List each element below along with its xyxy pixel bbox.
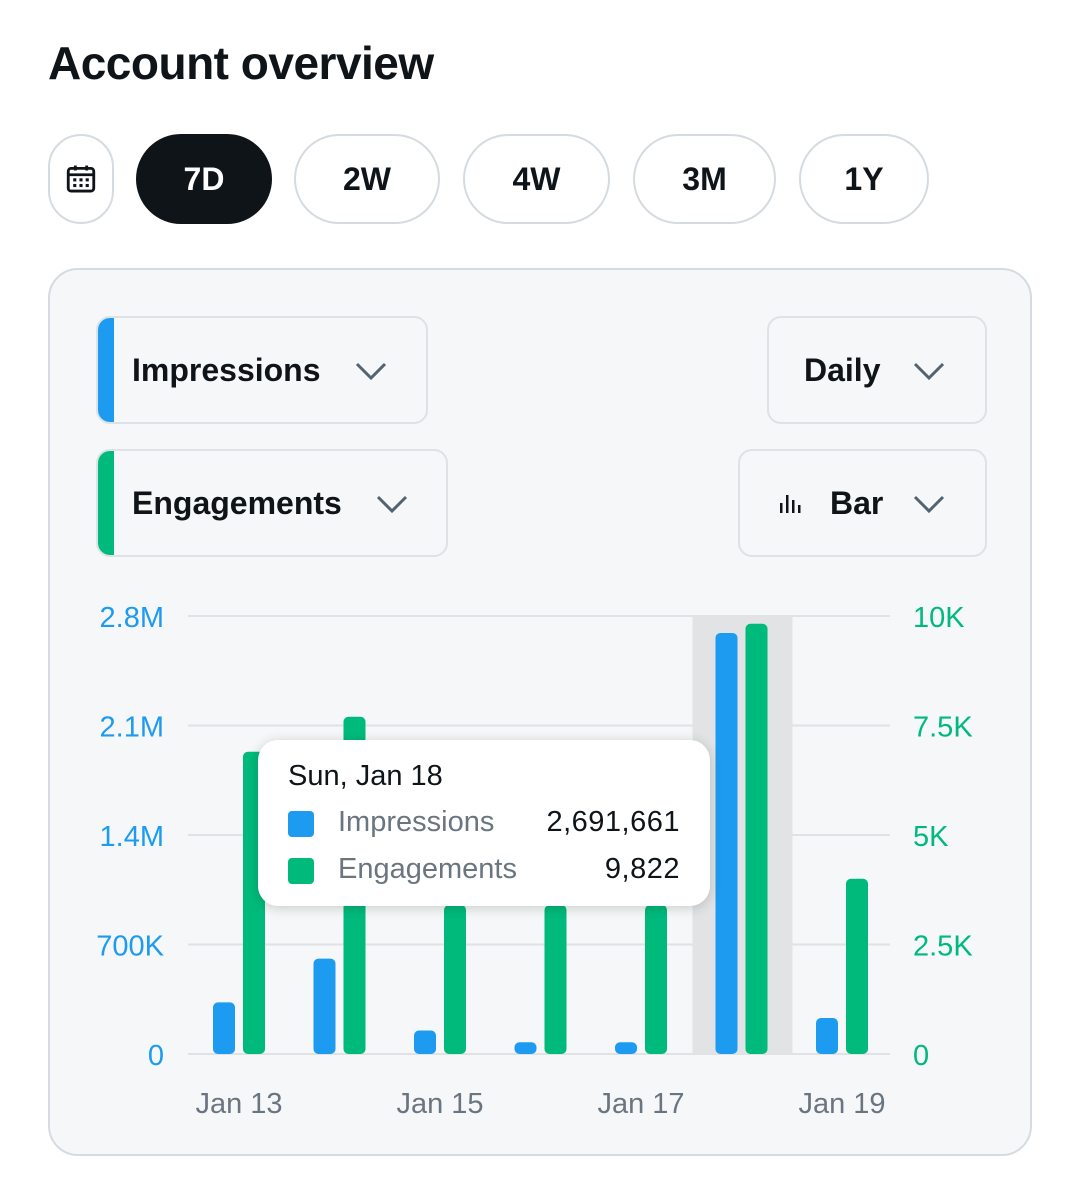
right-axis-tick-label: 10K xyxy=(913,602,965,634)
tooltip-date: Sun, Jan 18 xyxy=(288,760,443,792)
chevron-down-icon xyxy=(913,495,945,514)
right-axis-tick-label: 7.5K xyxy=(913,712,973,744)
range-7d-button[interactable]: 7D xyxy=(136,134,272,224)
impressions-bar xyxy=(514,1042,537,1054)
left-axis-tick-label: 2.1M xyxy=(100,712,164,744)
tooltip-impressions-value: 2,691,661 xyxy=(546,806,680,838)
impressions-bar xyxy=(313,958,336,1054)
chart-type-select[interactable]: Bar xyxy=(738,449,987,557)
impressions-bar xyxy=(414,1030,436,1054)
page-title: Account overview xyxy=(48,37,434,89)
tooltip-engagements-label: Engagements xyxy=(338,853,517,885)
range-4w-button[interactable]: 4W xyxy=(463,134,610,224)
engagements-bar xyxy=(745,623,768,1054)
x-axis-tick-label: Jan 15 xyxy=(396,1088,483,1120)
metric1-select[interactable]: Impressions xyxy=(96,316,428,424)
engagements-swatch xyxy=(288,858,314,884)
tooltip-impressions-label: Impressions xyxy=(338,806,495,838)
left-axis-tick-label: 2.8M xyxy=(100,602,164,634)
metric2-color-accent xyxy=(98,451,114,555)
metric2-select[interactable]: Engagements xyxy=(96,449,448,557)
left-axis-tick-label: 1.4M xyxy=(100,821,164,853)
bar-chart-icon xyxy=(780,495,801,513)
chart-tooltip: Sun, Jan 18 Impressions 2,691,661 Engage… xyxy=(258,740,710,906)
left-axis-tick-label: 700K xyxy=(96,931,164,963)
impressions-bar xyxy=(213,1002,235,1054)
impressions-bar xyxy=(715,632,738,1054)
tooltip-engagements-value: 9,822 xyxy=(604,853,680,885)
calendar-icon xyxy=(66,165,96,193)
range-1y-button[interactable]: 1Y xyxy=(799,134,929,224)
chart-type-label: Bar xyxy=(830,484,884,521)
x-axis-tick-label: Jan 17 xyxy=(597,1088,684,1120)
chevron-down-icon xyxy=(913,362,945,381)
metric1-color-accent xyxy=(98,318,114,422)
range-3m-button[interactable]: 3M xyxy=(633,134,776,224)
interval-select[interactable]: Daily xyxy=(767,316,987,424)
tooltip-row-engagements: Engagements 9,822 xyxy=(288,853,680,889)
x-axis-tick-label: Jan 13 xyxy=(195,1088,282,1120)
engagements-bar xyxy=(544,905,567,1054)
impressions-bar xyxy=(615,1042,637,1054)
left-axis-tick-label: 0 xyxy=(148,1040,164,1072)
metric2-label: Engagements xyxy=(132,484,342,521)
chevron-down-icon xyxy=(355,362,387,381)
chevron-down-icon xyxy=(376,495,408,514)
calendar-button[interactable] xyxy=(48,134,114,224)
chart-card: Impressions Engagements Daily Bar xyxy=(48,268,1032,1156)
range-2w-button[interactable]: 2W xyxy=(294,134,440,224)
tooltip-row-impressions: Impressions 2,691,661 xyxy=(288,806,680,842)
engagements-bar xyxy=(846,878,868,1054)
engagements-bar xyxy=(645,905,667,1054)
right-axis-tick-label: 2.5K xyxy=(913,931,973,963)
right-axis-tick-label: 5K xyxy=(913,821,949,853)
impressions-bar xyxy=(816,1018,838,1054)
metric1-label: Impressions xyxy=(132,351,321,388)
impressions-swatch xyxy=(288,811,314,837)
interval-label: Daily xyxy=(804,351,881,388)
engagements-bar xyxy=(444,905,466,1054)
right-axis-tick-label: 0 xyxy=(913,1040,929,1072)
x-axis-tick-label: Jan 19 xyxy=(798,1088,885,1120)
